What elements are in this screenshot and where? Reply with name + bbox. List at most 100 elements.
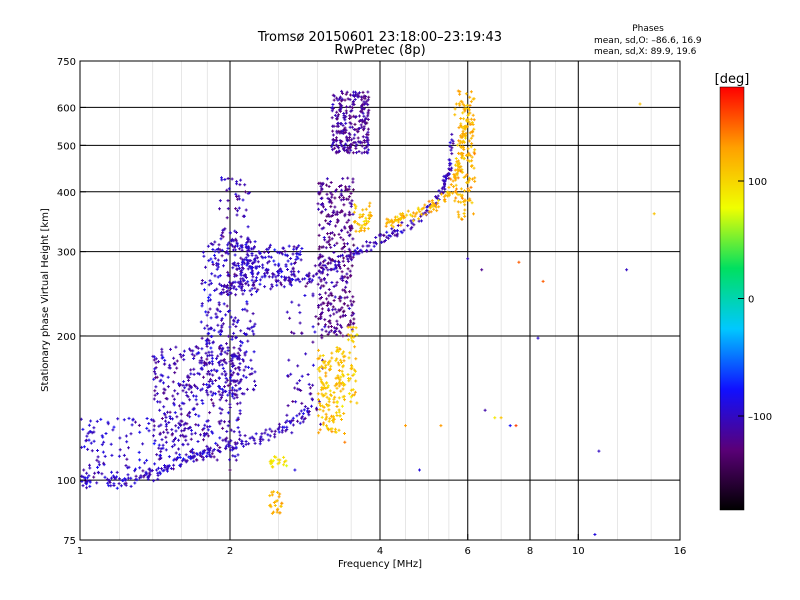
data-point bbox=[324, 374, 328, 378]
data-point bbox=[242, 278, 246, 282]
data-point bbox=[327, 361, 331, 365]
data-point bbox=[228, 382, 232, 386]
data-point bbox=[344, 115, 348, 119]
data-point bbox=[351, 393, 355, 397]
data-point bbox=[454, 157, 458, 160]
data-point bbox=[341, 365, 345, 369]
data-point bbox=[339, 375, 343, 379]
data-point bbox=[248, 319, 252, 323]
data-point bbox=[109, 484, 113, 488]
data-point bbox=[211, 248, 215, 251]
data-point bbox=[458, 141, 462, 145]
data-point bbox=[175, 359, 179, 363]
data-point bbox=[256, 256, 260, 260]
data-point bbox=[452, 185, 455, 189]
data-point bbox=[240, 392, 244, 396]
data-point bbox=[277, 430, 281, 434]
data-point bbox=[260, 275, 264, 279]
data-point bbox=[351, 212, 355, 216]
data-point bbox=[246, 249, 250, 252]
data-point bbox=[239, 273, 243, 277]
data-point bbox=[267, 251, 270, 254]
data-point bbox=[323, 318, 327, 322]
data-point bbox=[238, 409, 242, 413]
data-point bbox=[228, 406, 232, 409]
data-point bbox=[193, 431, 197, 435]
data-point bbox=[411, 211, 415, 215]
data-point bbox=[327, 400, 331, 404]
data-point bbox=[327, 419, 331, 423]
data-point bbox=[321, 260, 325, 264]
data-point bbox=[326, 196, 330, 200]
data-point bbox=[208, 411, 212, 415]
data-point bbox=[332, 124, 336, 128]
data-point bbox=[229, 369, 233, 373]
data-point bbox=[280, 501, 284, 505]
data-point bbox=[254, 266, 258, 270]
data-point bbox=[347, 195, 351, 199]
data-point bbox=[220, 324, 224, 328]
data-point bbox=[237, 284, 241, 288]
data-point bbox=[210, 334, 214, 338]
data-point bbox=[221, 228, 225, 232]
data-point bbox=[453, 176, 457, 180]
data-point bbox=[218, 199, 222, 203]
data-point bbox=[456, 161, 460, 165]
data-point bbox=[414, 212, 418, 216]
data-point bbox=[318, 376, 322, 380]
data-point bbox=[93, 471, 97, 475]
data-point bbox=[216, 265, 220, 269]
data-point bbox=[270, 429, 274, 433]
data-point bbox=[244, 274, 247, 278]
data-point bbox=[325, 424, 328, 428]
data-point bbox=[625, 268, 629, 272]
data-point bbox=[329, 393, 333, 397]
data-point bbox=[311, 363, 315, 367]
data-point bbox=[465, 119, 469, 123]
data-point bbox=[145, 417, 149, 420]
data-point bbox=[157, 360, 160, 364]
data-point bbox=[89, 441, 93, 445]
data-point bbox=[173, 438, 176, 441]
data-point bbox=[326, 222, 330, 225]
data-point bbox=[118, 436, 122, 440]
data-point bbox=[332, 211, 336, 215]
data-point bbox=[179, 462, 183, 466]
data-point bbox=[434, 196, 438, 200]
data-point bbox=[349, 251, 353, 255]
data-point bbox=[318, 369, 322, 373]
data-point bbox=[461, 140, 465, 143]
data-point bbox=[280, 275, 284, 279]
data-point bbox=[449, 148, 453, 152]
data-point bbox=[322, 383, 326, 387]
data-point bbox=[232, 248, 235, 252]
data-point bbox=[249, 265, 253, 269]
data-point bbox=[456, 210, 460, 214]
data-point bbox=[217, 243, 221, 247]
data-point bbox=[447, 185, 451, 189]
data-point bbox=[365, 145, 369, 149]
data-point bbox=[361, 90, 365, 94]
data-point bbox=[225, 430, 229, 433]
data-point bbox=[186, 413, 190, 417]
data-point bbox=[340, 139, 344, 143]
data-point bbox=[342, 350, 346, 354]
data-point bbox=[145, 426, 149, 430]
data-point bbox=[166, 465, 170, 469]
data-point bbox=[329, 231, 332, 235]
data-point bbox=[436, 194, 440, 198]
data-point bbox=[449, 177, 453, 181]
data-point bbox=[354, 326, 358, 330]
data-point bbox=[189, 437, 193, 441]
data-point bbox=[212, 448, 216, 451]
data-point bbox=[199, 455, 203, 458]
data-point bbox=[273, 263, 277, 267]
data-point bbox=[332, 251, 336, 254]
data-point bbox=[266, 433, 270, 437]
data-point bbox=[260, 432, 264, 436]
x-tick-label: 8 bbox=[527, 546, 533, 557]
data-point bbox=[341, 381, 345, 385]
data-point bbox=[244, 258, 248, 262]
data-point bbox=[459, 99, 463, 103]
data-point bbox=[363, 146, 367, 150]
